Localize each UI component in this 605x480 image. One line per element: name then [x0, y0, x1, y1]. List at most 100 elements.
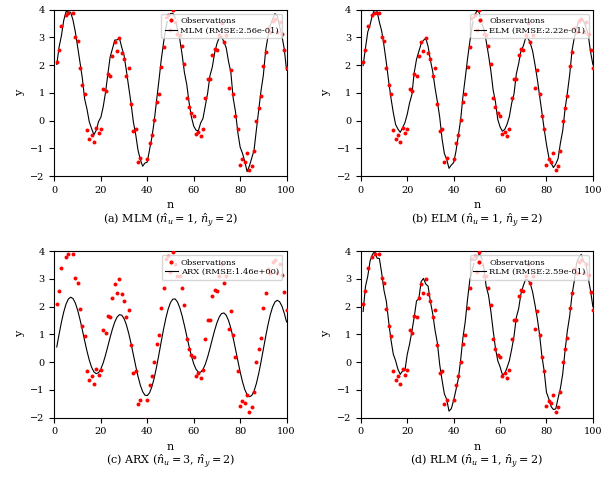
Point — [235, 402, 245, 410]
Point — [539, 367, 549, 374]
Point — [446, 416, 456, 424]
Point — [382, 305, 391, 313]
Point — [261, 289, 270, 297]
Point — [214, 273, 224, 280]
Point — [198, 125, 208, 132]
Point — [456, 116, 465, 124]
Point — [391, 135, 401, 143]
Point — [583, 30, 593, 37]
Point — [266, 28, 275, 36]
Point — [105, 313, 115, 321]
Point — [175, 31, 185, 39]
Point — [128, 127, 138, 135]
Point — [131, 125, 140, 133]
Point — [205, 316, 215, 324]
Point — [454, 131, 463, 139]
Point — [168, 248, 178, 255]
Point — [500, 128, 509, 135]
Point — [372, 235, 382, 243]
Point — [363, 264, 373, 272]
Point — [437, 367, 447, 374]
Point — [488, 335, 498, 343]
Point — [277, 271, 287, 279]
Point — [91, 124, 101, 132]
Point — [233, 367, 243, 374]
Point — [437, 125, 447, 133]
Point — [549, 150, 558, 157]
Point — [172, 272, 182, 280]
Point — [94, 130, 103, 137]
Point — [555, 388, 565, 396]
Point — [94, 371, 103, 379]
Point — [407, 87, 417, 95]
Point — [140, 175, 150, 182]
Point — [439, 400, 449, 408]
Point — [208, 292, 217, 300]
Point — [377, 33, 387, 40]
Point — [414, 52, 424, 60]
Point — [502, 132, 512, 140]
Point — [114, 275, 124, 283]
Point — [397, 124, 407, 132]
Point — [558, 117, 567, 125]
Point — [488, 94, 498, 101]
Point — [465, 43, 475, 50]
Point — [468, 14, 477, 22]
Point — [497, 372, 507, 380]
Point — [505, 125, 514, 132]
Point — [194, 369, 203, 377]
Point — [428, 72, 437, 80]
Point — [159, 43, 168, 50]
Point — [563, 334, 572, 342]
Point — [358, 59, 368, 66]
Point — [185, 104, 194, 111]
Point — [235, 161, 245, 168]
Point — [61, 253, 71, 261]
Point — [425, 56, 435, 63]
Point — [110, 38, 120, 46]
Point — [138, 180, 148, 188]
Y-axis label: y: y — [321, 90, 331, 96]
Point — [177, 42, 187, 50]
Point — [458, 98, 468, 106]
Point — [411, 313, 421, 321]
Point — [583, 271, 593, 279]
Point — [252, 359, 261, 366]
Point — [435, 127, 445, 135]
Point — [272, 270, 282, 277]
Point — [282, 65, 292, 72]
Point — [219, 279, 229, 287]
Point — [182, 94, 192, 101]
Point — [57, 23, 67, 30]
Point — [386, 91, 396, 98]
Point — [249, 388, 259, 396]
Point — [379, 279, 389, 287]
Point — [491, 104, 500, 111]
Legend: Observations, RLM (RMSE:2.59e-01): Observations, RLM (RMSE:2.59e-01) — [470, 255, 589, 279]
Point — [551, 408, 561, 416]
Point — [491, 345, 500, 353]
Point — [525, 38, 535, 46]
X-axis label: n: n — [473, 442, 480, 452]
Point — [96, 125, 106, 132]
Point — [203, 317, 212, 324]
Point — [258, 62, 268, 70]
Point — [514, 292, 523, 300]
Point — [244, 167, 254, 174]
Point — [463, 63, 473, 71]
Point — [231, 112, 240, 120]
Point — [509, 317, 519, 324]
Point — [483, 42, 493, 50]
Point — [196, 132, 206, 140]
Point — [430, 306, 440, 313]
Point — [511, 75, 521, 83]
Point — [451, 381, 461, 389]
Point — [52, 59, 62, 66]
Point — [226, 307, 236, 315]
Point — [89, 138, 99, 146]
Point — [85, 135, 94, 143]
Point — [258, 304, 268, 312]
Point — [133, 400, 143, 408]
Point — [507, 336, 517, 343]
Point — [54, 288, 64, 295]
